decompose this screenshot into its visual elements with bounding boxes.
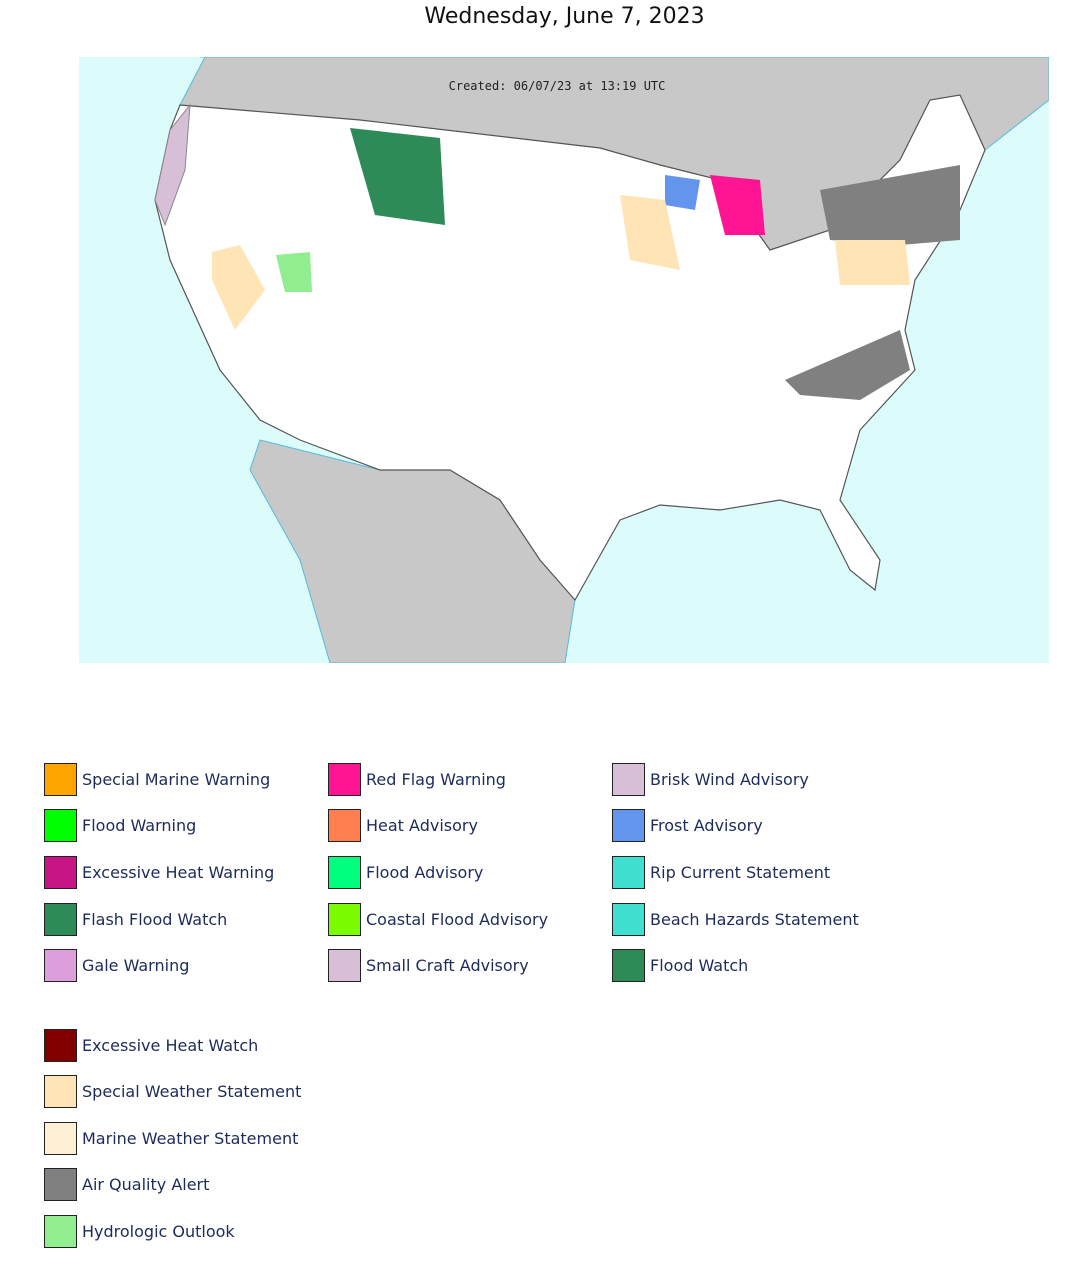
legend-item: Brisk Wind Advisory <box>612 762 809 796</box>
legend-label: Flash Flood Watch <box>82 909 228 929</box>
legend-item: Rip Current Statement <box>612 855 830 889</box>
legend-item: Gale Warning <box>44 948 189 982</box>
legend-label: Red Flag Warning <box>366 769 506 789</box>
special-weather-area <box>212 245 265 330</box>
special-weather-area <box>835 240 910 285</box>
legend-swatch <box>328 762 361 796</box>
legend-label: Marine Weather Statement <box>82 1128 299 1148</box>
legend-label: Brisk Wind Advisory <box>650 769 809 789</box>
legend-item: Air Quality Alert <box>44 1168 209 1202</box>
legend-item: Flash Flood Watch <box>44 902 227 936</box>
legend-label: Special Weather Statement <box>82 1082 302 1102</box>
legend-item: Excessive Heat Watch <box>44 1028 258 1062</box>
legend-item: Beach Hazards Statement <box>612 902 859 936</box>
legend-label: Flood Watch <box>650 955 749 975</box>
legend-label: Excessive Heat Warning <box>82 862 275 882</box>
legend-swatch <box>612 948 645 982</box>
legend-swatch <box>44 808 77 842</box>
legend-swatch <box>328 902 361 936</box>
legend-swatch <box>44 1075 77 1109</box>
legend-swatch <box>44 1168 77 1202</box>
legend-item: Flood Watch <box>612 948 748 982</box>
air-quality-area <box>820 165 960 245</box>
legend-swatch <box>44 948 77 982</box>
legend-swatch <box>44 762 77 796</box>
legend-swatch <box>44 855 77 889</box>
legend-item: Hydrologic Outlook <box>44 1214 235 1248</box>
legend-label: Rip Current Statement <box>650 862 831 882</box>
legend-swatch <box>44 1028 77 1062</box>
legend-label: Gale Warning <box>82 955 190 975</box>
legend-item: Red Flag Warning <box>328 762 506 796</box>
craft-advisory-area <box>154 103 191 227</box>
hazard-map: Created: 06/07/23 at 13:19 UTC <box>79 57 1049 663</box>
legend-item: Heat Advisory <box>328 808 478 842</box>
legend-label: Air Quality Alert <box>82 1175 210 1195</box>
legend-swatch <box>612 762 645 796</box>
legend-label: Excessive Heat Watch <box>82 1035 259 1055</box>
frost-area <box>665 175 700 210</box>
legend-item: Excessive Heat Warning <box>44 855 274 889</box>
created-stamp: Created: 06/07/23 at 13:19 UTC <box>449 79 666 93</box>
legend-label: Flood Advisory <box>366 862 484 882</box>
legend-item: Frost Advisory <box>612 808 763 842</box>
legend-swatch <box>44 902 77 936</box>
legend-label: Coastal Flood Advisory <box>366 909 549 929</box>
legend-label: Special Marine Warning <box>82 769 271 789</box>
legend-swatch <box>612 808 645 842</box>
legend-label: Hydrologic Outlook <box>82 1221 235 1241</box>
red-flag-area <box>710 175 765 235</box>
legend-item: Flood Advisory <box>328 855 483 889</box>
date-title: Wednesday, June 7, 2023 <box>424 4 705 29</box>
legend-label: Beach Hazards Statement <box>650 909 859 929</box>
legend-item: Special Marine Warning <box>44 762 270 796</box>
legend-label: Small Craft Advisory <box>366 955 529 975</box>
legend-swatch <box>612 902 645 936</box>
flash-flood-area <box>350 128 445 225</box>
legend-swatch <box>328 855 361 889</box>
legend-label: Frost Advisory <box>650 815 763 835</box>
legend-swatch <box>328 808 361 842</box>
legend-item: Coastal Flood Advisory <box>328 902 548 936</box>
legend-item: Flood Warning <box>44 808 196 842</box>
legend-swatch <box>44 1214 77 1248</box>
legend-swatch <box>612 855 645 889</box>
legend-label: Flood Warning <box>82 815 197 835</box>
legend-label: Heat Advisory <box>366 815 478 835</box>
air-quality-area <box>785 330 910 400</box>
legend-item: Special Weather Statement <box>44 1075 301 1109</box>
legend-item: Small Craft Advisory <box>328 948 529 982</box>
hydrologic-area <box>276 252 312 292</box>
legend-item: Marine Weather Statement <box>44 1121 298 1155</box>
legend-swatch <box>328 948 361 982</box>
legend-swatch <box>44 1121 77 1155</box>
special-weather-area <box>620 195 680 270</box>
